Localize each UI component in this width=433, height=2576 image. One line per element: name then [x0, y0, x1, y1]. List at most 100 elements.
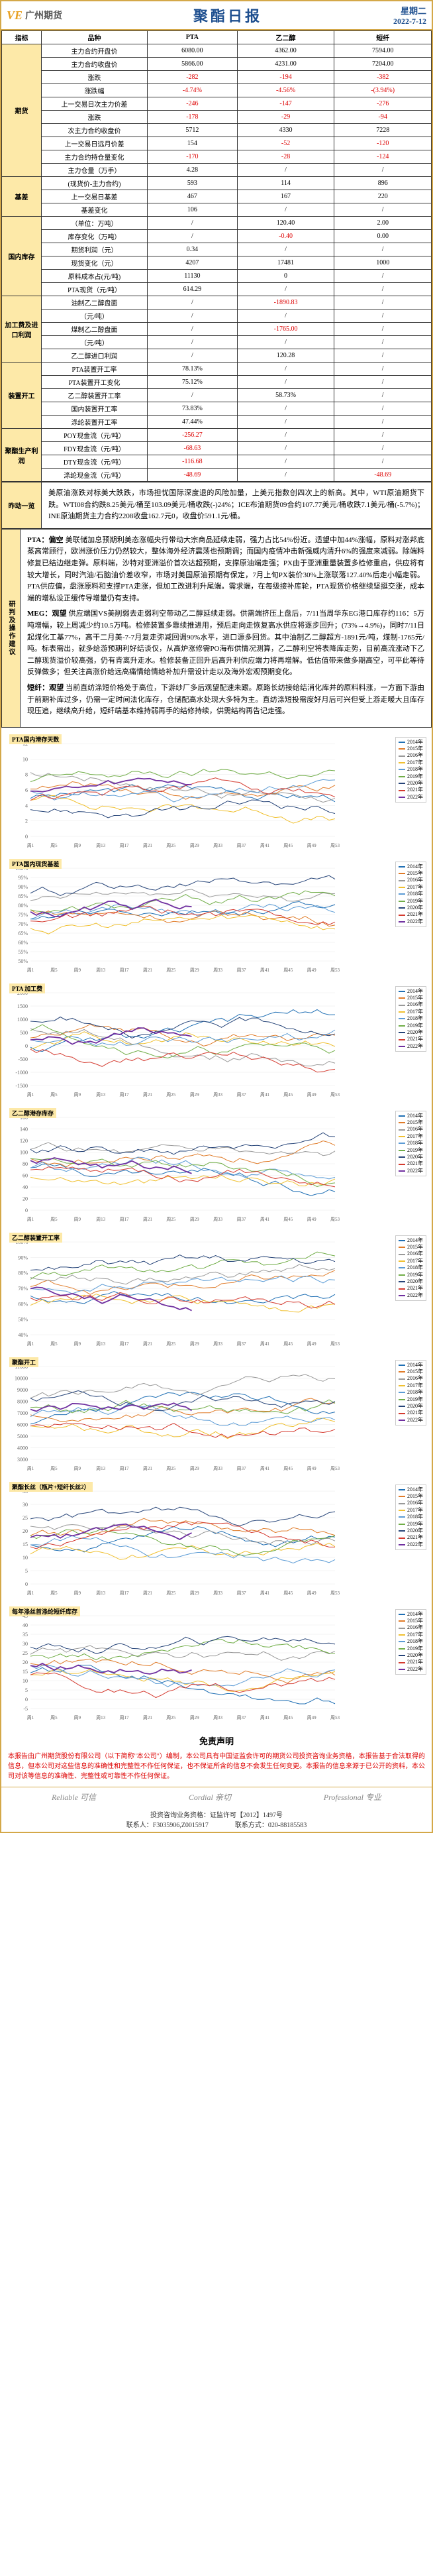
table-cell: / [334, 243, 432, 256]
logo-mark: VE [7, 9, 23, 23]
table-cell: 主力仓量（万手） [42, 164, 148, 177]
svg-text:周21: 周21 [143, 968, 152, 973]
table-header: 指标 [2, 31, 42, 44]
table-cell: / [334, 283, 432, 296]
table-row: 国内库存（单位：万吨）/120.402.00 [2, 217, 432, 230]
table-cell: / [237, 429, 334, 442]
legend-item: 2020年 [399, 1403, 423, 1410]
legend-item: 2020年 [399, 905, 423, 911]
table-cell: / [148, 323, 238, 336]
svg-text:15: 15 [23, 1669, 28, 1675]
legend-item: 2015年 [399, 746, 423, 752]
svg-text:40: 40 [23, 1622, 28, 1628]
legend-item: 2014年 [399, 1237, 423, 1244]
legend-item: 2022年 [399, 1168, 423, 1174]
svg-text:75%: 75% [18, 912, 28, 918]
legend-item: 2018年 [399, 1140, 423, 1147]
legend-item: 2016年 [399, 1375, 423, 1382]
svg-text:周37: 周37 [236, 843, 246, 848]
table-cell: / [148, 230, 238, 243]
table-header: PTA [148, 31, 238, 44]
legend-item: 2019年 [399, 1521, 423, 1528]
svg-text:周5: 周5 [50, 1591, 58, 1596]
legend-item: 2018年 [399, 1015, 423, 1022]
table-cell: -116.68 [148, 455, 238, 469]
chart-title: PTA 加工费 [9, 983, 45, 993]
svg-text:60%: 60% [18, 1301, 28, 1307]
svg-text:0: 0 [25, 834, 28, 840]
yidong-table: 昨动一览 美原油涨跌对标美大跌跌，市场担忧国际深度退的风险加量，上美元指数创四次… [1, 482, 432, 529]
table-cell: 1000 [334, 256, 432, 270]
table-row: 次主力合约收盘价571243307228 [2, 124, 432, 137]
svg-text:-1000: -1000 [15, 1070, 28, 1076]
svg-text:周45: 周45 [283, 1466, 293, 1471]
chart-title: PTA国内港存天数 [9, 734, 62, 744]
svg-text:周5: 周5 [50, 1341, 58, 1347]
svg-text:周53: 周53 [330, 1217, 340, 1222]
svg-text:周25: 周25 [166, 843, 175, 848]
disclaimer-text: 本报告由广州期货股份有限公司（以下简称"本公司"）编制，本公司具有中国证监会许可… [8, 1752, 425, 1781]
table-cell: 上一交易日次主力价差 [42, 97, 148, 111]
table-cell: / [237, 416, 334, 429]
svg-text:10000: 10000 [15, 1375, 28, 1381]
legend-item: 2019年 [399, 1147, 423, 1154]
table-header: 品种 [42, 31, 148, 44]
table-cell: -120 [334, 137, 432, 150]
table-row: 期货主力合约开盘价6080.004362.007594.00 [2, 44, 432, 58]
table-cell: / [237, 455, 334, 469]
table-cell: 主力合约持仓量变化 [42, 150, 148, 164]
legend-item: 2022年 [399, 794, 423, 801]
svg-text:周49: 周49 [307, 1217, 316, 1222]
table-cell: DTY现金流（元/吨） [42, 455, 148, 469]
table-cell: 次主力合约收盘价 [42, 124, 148, 137]
date: 2022-7-12 [393, 17, 426, 27]
svg-text:周17: 周17 [120, 1715, 129, 1720]
footer: Reliable 可信 Cordial 亲切 Professional 专业 [1, 1787, 432, 1807]
svg-text:35: 35 [23, 1632, 28, 1638]
table-row: PTA装置开工变化75.12%// [2, 376, 432, 389]
legend-item: 2017年 [399, 1009, 423, 1015]
table-cell: -52 [237, 137, 334, 150]
legend-item: 2017年 [399, 1382, 423, 1389]
table-cell: 乙二醇进口利润 [42, 349, 148, 363]
svg-text:周41: 周41 [260, 968, 269, 973]
svg-text:70%: 70% [18, 1286, 28, 1292]
svg-text:周25: 周25 [166, 1341, 175, 1347]
svg-text:90%: 90% [18, 884, 28, 890]
legend-item: 2016年 [399, 1126, 423, 1133]
svg-text:周17: 周17 [120, 843, 129, 848]
table-cell: / [334, 336, 432, 349]
svg-text:周13: 周13 [96, 968, 105, 973]
legend-item: 2014年 [399, 988, 423, 995]
svg-text:周21: 周21 [143, 1341, 152, 1347]
table-cell: -1890.83 [237, 296, 334, 309]
table-cell: -276 [334, 97, 432, 111]
svg-text:8: 8 [25, 771, 28, 777]
chart-title: PTA国内现货基差 [9, 859, 62, 869]
table-cell: -68.63 [148, 442, 238, 455]
svg-text:8000: 8000 [17, 1398, 28, 1404]
table-cell: -0.40 [237, 230, 334, 243]
section-label: 装置开工 [2, 363, 42, 429]
section-label-analysis: 研判及操作建议 [2, 529, 21, 727]
table-cell: PTA装置开工变化 [42, 376, 148, 389]
svg-text:-500: -500 [18, 1056, 28, 1062]
svg-text:周37: 周37 [236, 1092, 246, 1097]
svg-text:周5: 周5 [50, 843, 58, 848]
table-cell: -256.27 [148, 429, 238, 442]
section-label: 期货 [2, 44, 42, 177]
chart-legend: 2014年2015年2016年2017年2018年2019年2020年2021年… [395, 986, 426, 1052]
svg-text:周29: 周29 [190, 1217, 199, 1222]
svg-text:7000: 7000 [17, 1410, 28, 1416]
page-title: 聚酯日报 [193, 5, 262, 26]
table-cell: 原料成本占(元/吨) [42, 270, 148, 283]
svg-text:周33: 周33 [213, 968, 222, 973]
legend-item: 2017年 [399, 1507, 423, 1514]
svg-text:20: 20 [23, 1528, 28, 1534]
legend-item: 2021年 [399, 1410, 423, 1416]
table-row: DTY现金流（元/吨）-116.68// [2, 455, 432, 469]
disclaimer: 免责声明 本报告由广州期货股份有限公司（以下简称"本公司"）编制，本公司具有中国… [1, 1730, 432, 1787]
table-cell: / [334, 416, 432, 429]
svg-text:6000: 6000 [17, 1422, 28, 1428]
svg-text:周37: 周37 [236, 1591, 246, 1596]
